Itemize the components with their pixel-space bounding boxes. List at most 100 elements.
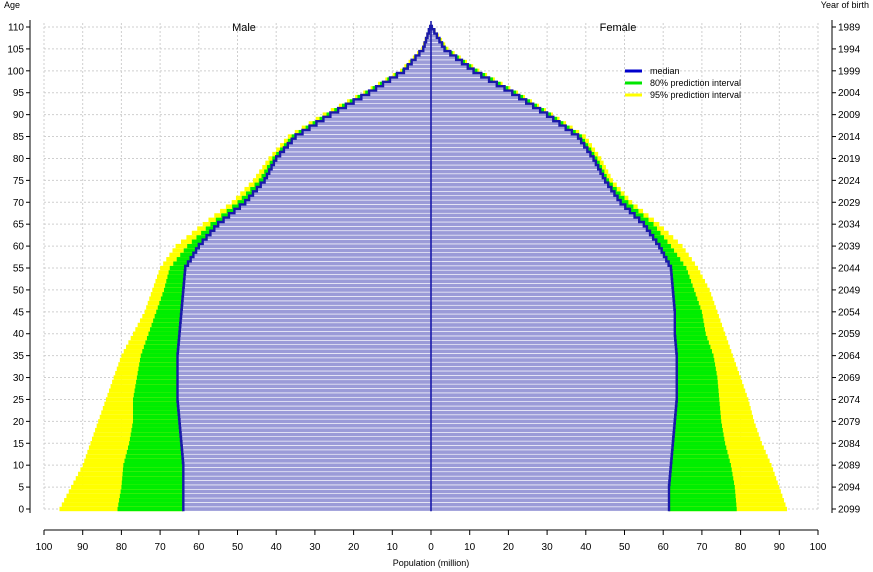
male-pi80-band [120,489,228,494]
birth-year-tick-label: 2089 [838,461,861,472]
male-median-bar [260,182,432,188]
male-median-bar [179,331,432,337]
male-median-bar [179,418,432,424]
panel-label-male: Male [232,22,256,34]
female-median-bar [430,423,675,429]
male-median-bar [283,147,432,153]
x-axis-title: Population (million) [393,558,470,568]
female-median-bar [430,195,618,201]
female-median-bar [430,177,606,183]
male-median-bar [181,309,432,315]
x-tick-label: 100 [36,542,53,553]
female-median-bar [430,283,673,289]
female-median-bar [430,112,548,118]
female-pi80-band [647,340,709,345]
male-median-bar [177,383,432,389]
male-median-bar [264,177,432,183]
female-median-bar [430,458,672,464]
x-tick-label: 40 [271,542,283,553]
female-median-bar [430,186,612,192]
male-pi80-band [143,344,210,350]
birth-year-tick-label: 2014 [838,132,861,143]
male-median-bar [177,379,432,385]
female-median-bar [430,182,609,188]
male-median-bar [177,392,432,398]
female-median-bar [430,204,626,210]
female-median-bar [430,94,520,100]
legend-label-pi95: 95% prediction interval [650,90,741,100]
female-median-bar [430,396,678,402]
female-pi80-band [647,375,718,380]
male-median-bar [180,432,432,437]
male-pi80-band [133,406,208,411]
male-median-bar [177,405,432,411]
female-median-bar [430,274,673,280]
female-median-bar [430,392,678,398]
male-pi80-band [139,357,209,363]
age-tick-label: 15 [13,439,25,450]
birth-year-tick-label: 2039 [838,242,861,253]
female-pi80-band [627,489,736,494]
male-median-bar [202,239,432,245]
female-median-bar [430,436,674,442]
male-median-line [176,24,432,512]
female-median-bar [430,388,678,394]
female-pi80-band [647,362,716,367]
female-pi80-band [647,357,715,363]
legend: median 80% prediction interval 95% predi… [625,66,741,100]
x-tick-label: 40 [580,542,592,553]
female-median-bar [430,234,654,240]
panel-label-female: Female [600,22,637,34]
age-tick-label: 75 [13,176,25,187]
x-tick-label: 80 [116,542,128,553]
male-median-bar [256,186,432,192]
female-median-bar [430,471,671,477]
female-median-bar [430,120,560,126]
male-median-bar [177,353,432,359]
age-tick-label: 105 [7,44,24,55]
female-median-bar [430,322,676,328]
male-pi80-band [118,502,233,507]
male-pi80-band [125,454,216,459]
male-median-bar [183,287,432,293]
female-median-bar [430,81,498,87]
male-median-bar [210,230,432,236]
x-tick-label: 0 [428,542,434,553]
male-median-bar [177,370,432,376]
male-median-bar [178,339,432,345]
male-median-bar [181,300,432,306]
legend-label-median: median [650,66,680,76]
male-pi80-band [129,436,211,442]
female-median-bar [430,208,631,214]
male-median-bar [295,134,432,140]
male-pi80-band [132,423,209,428]
age-tick-label: 25 [13,395,25,406]
female-pi80-band [647,388,719,393]
female-median-bar [430,90,513,96]
axes [26,20,836,535]
female-median-bar [430,239,657,245]
age-tick-label: 80 [13,154,25,165]
male-median-bar [183,467,432,473]
male-median-bar [279,151,432,157]
female-median-bar [430,410,676,416]
female-pi80-band [642,427,723,433]
female-median-bar [430,414,676,420]
female-pi80-band [646,401,720,407]
x-tick-label: 10 [464,542,476,553]
female-median-bar [430,85,505,91]
female-median-bar [430,405,677,411]
female-median-bar [430,147,588,153]
female-pi80-band [634,467,732,472]
female-pi80-band [647,353,714,358]
male-median-bar [183,488,432,494]
female-median-bar [430,296,674,302]
female-median-bar [430,247,662,253]
female-median-bar [430,129,573,135]
male-median-bar [183,497,432,503]
male-median-bar [190,256,432,262]
female-median-bar [430,379,678,385]
female-median-bar [430,467,671,473]
median-lines [176,24,678,512]
male-median-bar [228,212,432,218]
